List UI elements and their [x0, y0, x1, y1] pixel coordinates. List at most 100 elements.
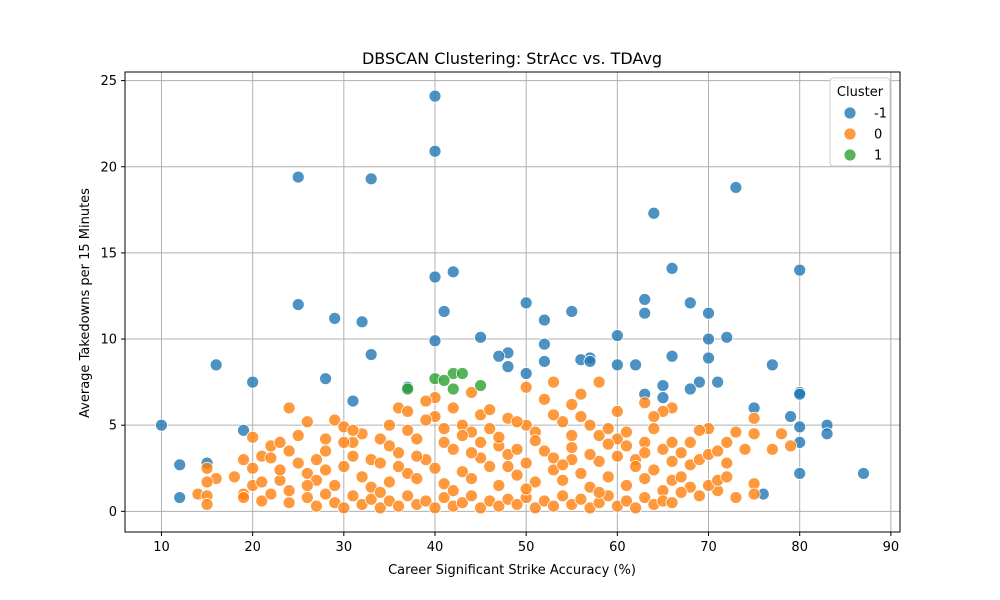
data-point-cluster-0 — [273, 463, 287, 477]
data-point-cluster-0 — [401, 489, 415, 503]
data-point-cluster-0 — [373, 456, 387, 470]
data-point-cluster-0 — [775, 427, 788, 441]
data-point-cluster-0 — [373, 501, 387, 515]
data-point-cluster--1 — [346, 394, 360, 408]
data-point-cluster-0 — [574, 492, 588, 506]
data-point-cluster-0 — [310, 499, 323, 513]
data-point-cluster--1 — [711, 375, 725, 389]
data-point-cluster-0 — [693, 489, 706, 503]
data-point-cluster-0 — [601, 422, 615, 436]
data-point-cluster-0 — [747, 487, 761, 501]
data-point-cluster-0 — [328, 479, 342, 492]
data-point-cluster--1 — [665, 349, 679, 363]
data-point-cluster-0 — [337, 436, 351, 449]
legend-box — [829, 77, 891, 167]
chart-title: DBSCAN Clustering: StrAcc vs. TDAvg — [362, 49, 662, 68]
data-point-cluster--1 — [693, 375, 706, 389]
data-point-cluster--1 — [820, 427, 834, 441]
data-point-cluster-0 — [501, 460, 515, 473]
data-point-cluster-0 — [437, 436, 451, 449]
data-point-cluster-0 — [291, 456, 305, 470]
data-point-cluster-0 — [547, 451, 560, 465]
data-point-cluster-0 — [665, 496, 679, 510]
data-point-cluster-0 — [574, 387, 588, 401]
data-point-cluster-0 — [538, 444, 551, 458]
data-point-cluster-0 — [428, 501, 442, 515]
data-point-cluster-0 — [556, 473, 570, 487]
data-point-cluster-0 — [583, 448, 597, 461]
data-point-cluster--1 — [428, 89, 442, 103]
data-point-cluster--1 — [702, 351, 715, 365]
data-point-cluster-0 — [346, 423, 360, 437]
data-point-cluster-0 — [674, 485, 688, 499]
y-tick-label: 15 — [100, 246, 117, 261]
data-point-cluster--1 — [437, 305, 451, 318]
data-point-cluster--1 — [291, 298, 305, 311]
data-point-cluster-0 — [419, 494, 433, 508]
x-tick-label: 90 — [883, 540, 900, 555]
data-point-cluster--1 — [702, 306, 715, 320]
data-point-cluster-0 — [246, 461, 260, 475]
data-point-cluster--1 — [319, 372, 332, 386]
data-point-cluster-0 — [410, 432, 424, 446]
data-point-cluster--1 — [638, 293, 652, 306]
data-point-cluster-0 — [337, 460, 351, 473]
data-point-cluster-0 — [638, 491, 652, 504]
data-point-cluster--1 — [173, 458, 187, 472]
plot-frame — [124, 71, 901, 533]
data-point-cluster-0 — [729, 491, 743, 504]
data-point-cluster-0 — [574, 410, 588, 423]
data-point-cluster-0 — [401, 405, 415, 418]
data-point-cluster-0 — [455, 429, 469, 442]
data-point-cluster-0 — [510, 415, 524, 429]
data-point-cluster--1 — [428, 270, 442, 284]
data-point-cluster--1 — [683, 296, 697, 310]
legend-label-cluster--1: -1 — [874, 107, 887, 122]
data-point-cluster-0 — [455, 496, 469, 510]
data-point-cluster-0 — [264, 487, 278, 501]
data-point-cluster--1 — [793, 467, 807, 480]
data-point-cluster-0 — [647, 410, 661, 423]
data-point-cluster--1 — [519, 367, 533, 380]
data-point-cluster--1 — [446, 265, 460, 279]
data-point-cluster-0 — [629, 501, 642, 515]
data-point-cluster-0 — [720, 456, 734, 470]
data-point-cluster-0 — [656, 442, 670, 456]
data-point-cluster--1 — [583, 355, 597, 368]
data-point-cluster-0 — [228, 470, 241, 484]
data-point-cluster-0 — [291, 429, 305, 442]
data-point-cluster--1 — [793, 387, 807, 401]
y-tick-label: 10 — [100, 333, 117, 348]
data-point-cluster--1 — [765, 358, 779, 372]
data-point-cluster-0 — [711, 444, 725, 458]
data-point-cluster-0 — [693, 423, 706, 437]
data-point-cluster--1 — [538, 337, 551, 351]
data-point-cluster-0 — [519, 380, 533, 394]
data-point-cluster-0 — [401, 423, 415, 437]
data-point-cluster--1 — [501, 360, 515, 374]
data-point-cluster-0 — [255, 494, 269, 508]
legend: Cluster -1 0 1 — [829, 77, 891, 167]
data-point-cluster--1 — [355, 315, 369, 329]
data-point-cluster-0 — [720, 436, 734, 449]
data-point-cluster-0 — [300, 415, 314, 429]
data-point-cluster--1 — [638, 306, 652, 320]
data-point-cluster-0 — [629, 460, 642, 473]
y-tick-label: 5 — [109, 419, 117, 434]
data-point-cluster--1 — [538, 355, 551, 368]
data-point-cluster-0 — [510, 498, 524, 511]
data-point-cluster--1 — [428, 144, 442, 158]
data-point-cluster-0 — [364, 492, 378, 506]
data-point-cluster--1 — [610, 329, 624, 342]
data-point-cluster-1 — [455, 367, 469, 380]
x-tick-label: 70 — [700, 540, 717, 555]
data-point-cluster-0 — [547, 408, 560, 422]
data-point-cluster-0 — [383, 475, 396, 489]
data-point-cluster-0 — [465, 446, 478, 460]
data-point-cluster-0 — [282, 484, 296, 498]
data-point-cluster-0 — [392, 446, 405, 460]
x-tick-label: 60 — [609, 540, 626, 555]
data-point-cluster-0 — [538, 392, 551, 406]
data-point-cluster-0 — [474, 436, 487, 449]
data-point-cluster--1 — [237, 423, 250, 437]
